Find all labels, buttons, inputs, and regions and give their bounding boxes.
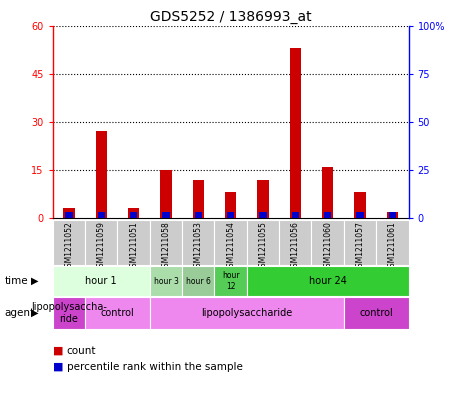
Bar [150,297,344,329]
Text: GSM1211056: GSM1211056 [291,221,300,272]
Text: GDS5252 / 1386993_at: GDS5252 / 1386993_at [150,10,312,24]
Text: hour 1: hour 1 [85,276,117,286]
Bar [389,212,396,218]
Bar [53,220,85,265]
Bar [356,212,364,218]
Bar [344,297,409,329]
Bar [344,220,376,265]
Text: hour 6: hour 6 [186,277,211,286]
Bar [85,297,150,329]
Text: GSM1211051: GSM1211051 [129,221,138,272]
Text: GSM1211057: GSM1211057 [356,221,364,272]
Bar [247,220,279,265]
Bar [386,212,398,218]
Bar [279,220,312,265]
Bar [227,212,235,218]
Text: GSM1211060: GSM1211060 [323,221,332,272]
Bar [312,220,344,265]
Bar [63,208,75,218]
Bar [95,131,107,218]
Bar [182,266,214,296]
Bar [118,220,150,265]
Bar [214,220,247,265]
Bar [150,220,182,265]
Text: ▶: ▶ [31,308,39,318]
Bar [225,193,236,218]
Bar [53,297,85,329]
Text: GSM1211052: GSM1211052 [64,221,73,272]
Bar [290,48,301,218]
Text: ▶: ▶ [31,276,39,286]
Bar [354,193,366,218]
Bar [257,180,269,218]
Bar [376,220,409,265]
Bar [162,212,170,218]
Bar [247,266,409,296]
Bar [259,212,267,218]
Bar [128,208,139,218]
Text: hour 24: hour 24 [309,276,347,286]
Bar [98,212,105,218]
Text: hour
12: hour 12 [222,272,240,291]
Text: percentile rank within the sample: percentile rank within the sample [67,362,242,372]
Text: ■: ■ [53,346,63,356]
Bar [85,220,118,265]
Text: GSM1211059: GSM1211059 [97,221,106,272]
Text: agent: agent [5,308,35,318]
Bar [53,266,150,296]
Bar [182,220,214,265]
Bar [324,212,331,218]
Text: lipopolysaccha-
ride: lipopolysaccha- ride [31,303,107,324]
Bar [150,266,182,296]
Text: count: count [67,346,96,356]
Text: control: control [359,308,393,318]
Text: lipopolysaccharide: lipopolysaccharide [201,308,292,318]
Bar [322,167,333,218]
Bar [65,212,73,218]
Bar [160,170,172,218]
Bar [130,212,137,218]
Bar [214,266,247,296]
Bar [195,212,202,218]
Text: hour 3: hour 3 [153,277,179,286]
Bar [193,180,204,218]
Text: GSM1211053: GSM1211053 [194,221,203,272]
Bar [291,212,299,218]
Text: time: time [5,276,28,286]
Text: GSM1211054: GSM1211054 [226,221,235,272]
Text: ■: ■ [53,362,63,372]
Text: GSM1211058: GSM1211058 [162,221,170,272]
Text: GSM1211055: GSM1211055 [258,221,268,272]
Text: GSM1211061: GSM1211061 [388,221,397,272]
Text: control: control [101,308,134,318]
